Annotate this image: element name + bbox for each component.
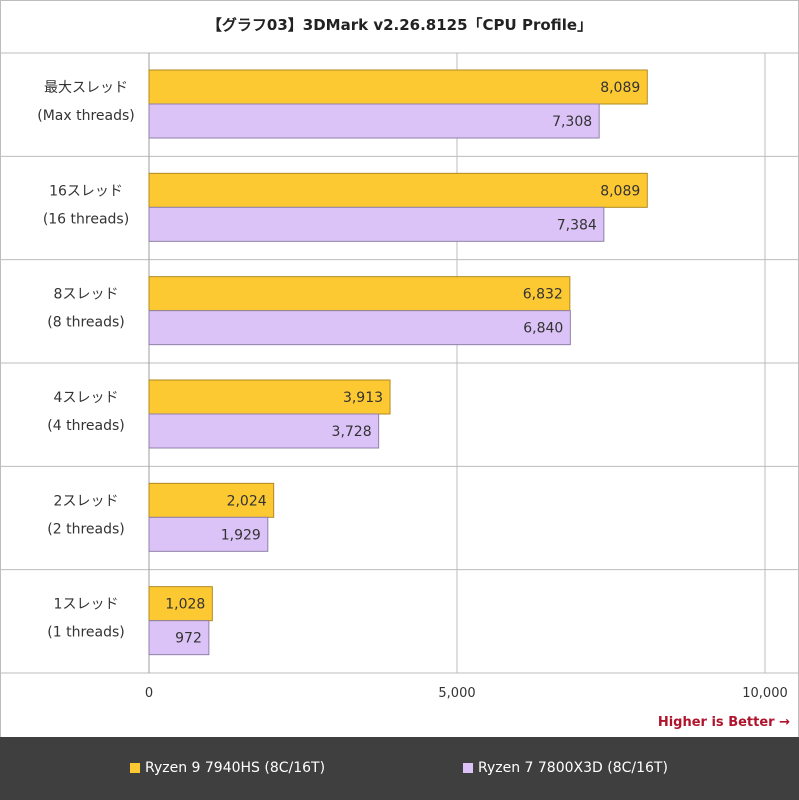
category-sublabel: (1 threads) <box>47 625 124 641</box>
category-sublabel: (4 threads) <box>47 418 124 434</box>
bar-ryzen-9-7940hs <box>148 69 648 105</box>
grid-layer <box>1 52 798 674</box>
bar-ryzen-7-7800x3d <box>148 620 210 656</box>
legend-item-ryzen-7-7800x3d: Ryzen 7 7800X3D (8C/16T) <box>463 737 668 800</box>
data-label: 3,728 <box>332 424 372 440</box>
category-sublabel: (Max threads) <box>37 108 135 124</box>
bar-ryzen-7-7800x3d <box>148 206 605 242</box>
category-sublabel: (16 threads) <box>43 211 129 227</box>
bar-ryzen-7-7800x3d <box>148 413 380 449</box>
bar-ryzen-9-7940hs <box>148 172 648 208</box>
bar-ryzen-7-7800x3d <box>148 103 600 139</box>
data-label: 7,384 <box>557 217 597 233</box>
legend-label-ryzen-9-7940hs: Ryzen 9 7940HS (8C/16T) <box>145 760 326 776</box>
data-label: 3,913 <box>343 390 383 406</box>
category-label: 1スレッド <box>54 597 119 613</box>
bar-ryzen-9-7940hs <box>148 379 391 415</box>
bars-layer <box>148 69 648 656</box>
data-label: 1,929 <box>221 527 261 543</box>
x-tick-label: 10,000 <box>742 686 788 701</box>
data-label: 972 <box>175 631 202 647</box>
x-tick-label: 0 <box>145 686 153 701</box>
data-label: 6,832 <box>523 287 563 303</box>
data-label: 8,089 <box>600 183 640 199</box>
category-label: 8スレッド <box>54 287 119 303</box>
legend: Ryzen 9 7940HS (8C/16T) Ryzen 7 7800X3D … <box>0 737 799 800</box>
higher-is-better-note: Higher is Better → <box>658 715 790 730</box>
legend-label-ryzen-7-7800x3d: Ryzen 7 7800X3D (8C/16T) <box>478 760 668 776</box>
category-label: 4スレッド <box>54 390 119 406</box>
chart-title: 【グラフ03】3DMark v2.26.8125「CPU Profile」 <box>206 16 593 34</box>
bar-ryzen-9-7940hs <box>148 276 571 312</box>
category-label: 最大スレッド <box>44 80 128 96</box>
data-label: 8,089 <box>600 80 640 96</box>
category-sublabel: (2 threads) <box>47 521 124 537</box>
data-label: 7,308 <box>552 114 592 130</box>
bar-ryzen-7-7800x3d <box>148 516 269 552</box>
category-label: 16スレッド <box>49 183 123 199</box>
category-sublabel: (8 threads) <box>47 315 124 331</box>
bar-chart: 0 5,000 10,000 最大スレッド (Max threads) 8,089 7,30… <box>1 52 798 730</box>
legend-swatch-ryzen-7-7800x3d <box>463 763 473 773</box>
bar-ryzen-9-7940hs <box>148 482 275 518</box>
bar-ryzen-9-7940hs <box>148 586 213 622</box>
bar-ryzen-7-7800x3d <box>148 310 571 346</box>
labels-layer: 0 5,000 10,000 最大スレッド (Max threads) 8,089 7,30… <box>37 80 788 701</box>
data-label: 2,024 <box>227 493 267 509</box>
legend-item-ryzen-9-7940hs: Ryzen 9 7940HS (8C/16T) <box>130 737 325 800</box>
data-label: 6,840 <box>523 321 563 337</box>
category-label: 2スレッド <box>54 493 119 509</box>
data-label: 1,028 <box>165 597 205 613</box>
x-tick-label: 5,000 <box>438 686 475 701</box>
legend-swatch-ryzen-9-7940hs <box>130 763 140 773</box>
